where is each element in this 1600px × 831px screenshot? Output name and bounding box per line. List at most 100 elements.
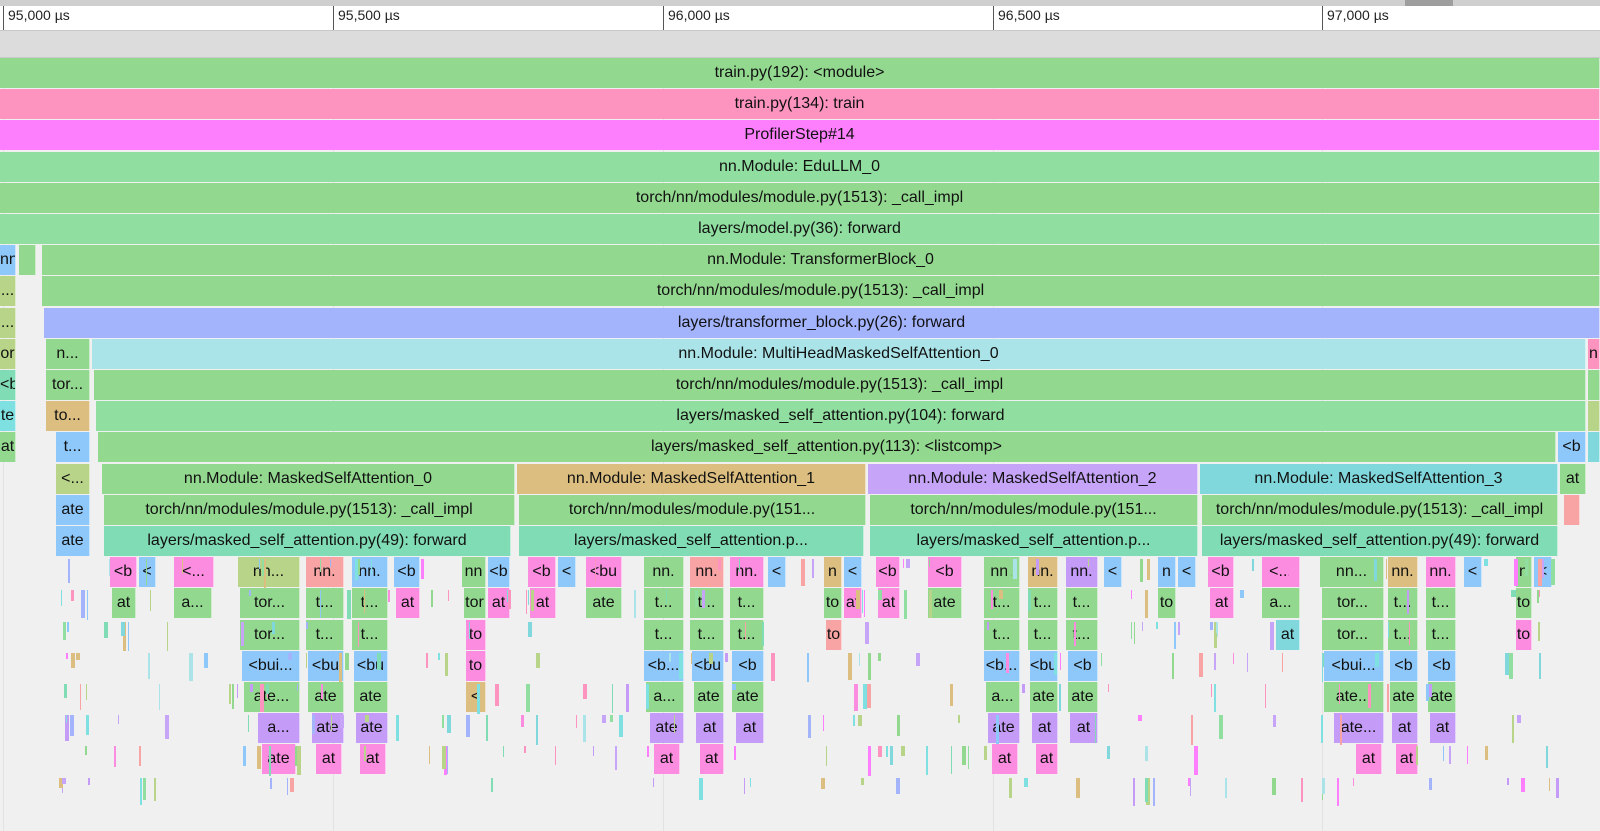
trace-slice-sliver[interactable] <box>738 559 740 572</box>
trace-slice-sliver[interactable] <box>1322 777 1326 794</box>
trace-slice-sliver[interactable] <box>1388 621 1390 638</box>
trace-slice-sliver[interactable] <box>330 715 332 732</box>
trace-slice[interactable]: layers/masked_self_attention.py(49): for… <box>1202 526 1558 556</box>
trace-slice[interactable]: at <box>396 588 420 619</box>
trace-slice[interactable]: a... <box>646 682 684 712</box>
trace-slice[interactable]: nn. <box>644 557 684 588</box>
trace-slice-sliver[interactable] <box>203 652 208 669</box>
trace-slice[interactable]: at <box>530 588 556 619</box>
trace-slice-sliver[interactable] <box>1505 652 1510 675</box>
trace-slice[interactable]: ate <box>650 713 684 744</box>
trace-slice-sliver[interactable] <box>287 777 289 796</box>
trace-slice-sliver[interactable] <box>863 590 865 617</box>
trace-slice-sliver[interactable] <box>507 590 511 609</box>
trace-slice-sliver[interactable] <box>430 590 433 607</box>
trace-slice-sliver[interactable] <box>236 684 238 698</box>
trace-slice-sliver[interactable] <box>1210 684 1212 697</box>
trace-slice-sliver[interactable] <box>256 746 261 770</box>
trace-slice-sliver[interactable] <box>520 715 524 727</box>
trace-slice[interactable]: nn. <box>730 557 764 588</box>
trace-slice[interactable]: ate <box>732 682 764 712</box>
trace-slice[interactable]: torch/nn/modules/module.py(1513): _call_… <box>94 370 1586 400</box>
trace-slice-sliver[interactable] <box>1210 621 1214 631</box>
trace-slice-sliver[interactable] <box>1538 621 1541 641</box>
trace-slice-sliver[interactable] <box>86 590 88 620</box>
trace-slice-sliver[interactable] <box>1144 777 1148 803</box>
trace-slice-sliver[interactable] <box>1272 715 1276 728</box>
trace-slice[interactable]: at <box>1430 713 1456 744</box>
trace-slice-sliver[interactable] <box>1088 559 1089 567</box>
trace-slice-sliver[interactable] <box>67 559 70 583</box>
trace-slice[interactable]: at <box>654 744 680 775</box>
trace-slice[interactable]: nn.Module: MaskedSelfAttention_0 <box>102 463 515 494</box>
trace-slice[interactable]: nn.Module: EduLLM_0 <box>0 151 1600 182</box>
trace-slice[interactable]: ate <box>988 713 1020 744</box>
trace-slice-sliver[interactable] <box>1368 684 1372 708</box>
trace-slice[interactable]: <... <box>174 557 214 588</box>
trace-slice-sliver[interactable] <box>421 559 425 580</box>
trace-slice-sliver[interactable] <box>62 777 67 785</box>
trace-slice[interactable]: ProfilerStep#14 <box>0 120 1600 151</box>
trace-slice-sliver[interactable] <box>1232 652 1234 665</box>
trace-slice-sliver[interactable] <box>903 590 907 620</box>
horizontal-scroll-track[interactable] <box>0 0 1600 6</box>
trace-slice-sliver[interactable] <box>1214 621 1218 649</box>
trace-slice[interactable]: nn. <box>1426 557 1456 588</box>
trace-slice-sliver[interactable] <box>1132 777 1135 807</box>
trace-slice-sliver[interactable] <box>289 777 294 792</box>
trace-slice-sliver[interactable] <box>1537 590 1540 604</box>
trace-slice[interactable]: t... <box>984 619 1020 650</box>
trace-slice-sliver[interactable] <box>673 715 675 733</box>
trace-slice-sliver[interactable] <box>950 746 952 775</box>
trace-slice[interactable]: t... <box>730 588 764 619</box>
trace-slice[interactable]: torch/nn/modules/module.py(1513): _call_… <box>1202 494 1558 525</box>
trace-slice-sliver[interactable] <box>1512 590 1517 597</box>
trace-slice[interactable]: t... <box>1066 619 1098 650</box>
trace-slice[interactable]: ate <box>1068 682 1098 712</box>
trace-slice-sliver[interactable] <box>388 590 391 603</box>
trace-slice-sliver[interactable] <box>477 590 479 597</box>
trace-slice[interactable]: < <box>768 557 786 588</box>
trace-slice-sliver[interactable] <box>1145 590 1149 618</box>
trace-slice[interactable]: <b <box>394 557 420 588</box>
trace-slice[interactable]: nn. <box>690 557 724 588</box>
trace-slice[interactable]: t... <box>690 619 724 650</box>
trace-slice-sliver[interactable] <box>319 590 321 618</box>
trace-slice-sliver[interactable] <box>1007 559 1012 581</box>
trace-slice-sliver[interactable] <box>1058 684 1061 711</box>
trace-slice[interactable]: ate... <box>1334 713 1384 744</box>
trace-slice-sliver[interactable] <box>1190 715 1193 745</box>
trace-slice-sliver[interactable] <box>1337 777 1340 806</box>
trace-slice[interactable]: <bu <box>586 557 622 588</box>
trace-slice[interactable]: a... <box>174 588 212 619</box>
trace-slice-sliver[interactable] <box>113 746 116 768</box>
trace-slice[interactable]: <bu <box>308 650 344 681</box>
trace-slice-sliver[interactable] <box>634 590 637 618</box>
trace-slice-sliver[interactable] <box>444 652 448 676</box>
trace-slice-sliver[interactable] <box>486 715 489 741</box>
trace-slice[interactable]: at <box>1356 744 1382 775</box>
trace-slice-sliver[interactable] <box>1075 777 1080 799</box>
trace-slice-sliver[interactable] <box>164 715 169 739</box>
trace-slice[interactable]: ate <box>56 494 90 525</box>
trace-slice-sliver[interactable] <box>575 715 577 729</box>
trace-slice[interactable]: <b <box>110 557 137 588</box>
trace-slice-sliver[interactable] <box>71 590 75 601</box>
trace-slice-sliver[interactable] <box>59 777 63 789</box>
trace-slice-sliver[interactable] <box>950 684 954 706</box>
trace-slice-sliver[interactable] <box>1264 684 1266 709</box>
trace-slice-sliver[interactable] <box>1551 559 1556 585</box>
trace-slice[interactable]: to <box>824 588 842 619</box>
trace-slice[interactable]: at <box>992 744 1018 775</box>
trace-slice[interactable]: ate <box>586 588 622 619</box>
trace-slice-sliver[interactable] <box>691 652 693 664</box>
trace-slice-sliver[interactable] <box>984 746 988 760</box>
trace-slice-sliver[interactable] <box>66 715 68 724</box>
trace-slice-sliver[interactable] <box>1177 621 1180 635</box>
trace-slice-sliver[interactable] <box>848 652 853 681</box>
trace-slice[interactable]: to <box>1516 619 1532 650</box>
trace-slice-sliver[interactable] <box>855 590 860 610</box>
trace-slice-sliver[interactable] <box>340 715 345 728</box>
trace-slice-sliver[interactable] <box>1145 777 1150 806</box>
trace-slice[interactable]: train.py(192): <module> <box>0 58 1600 88</box>
